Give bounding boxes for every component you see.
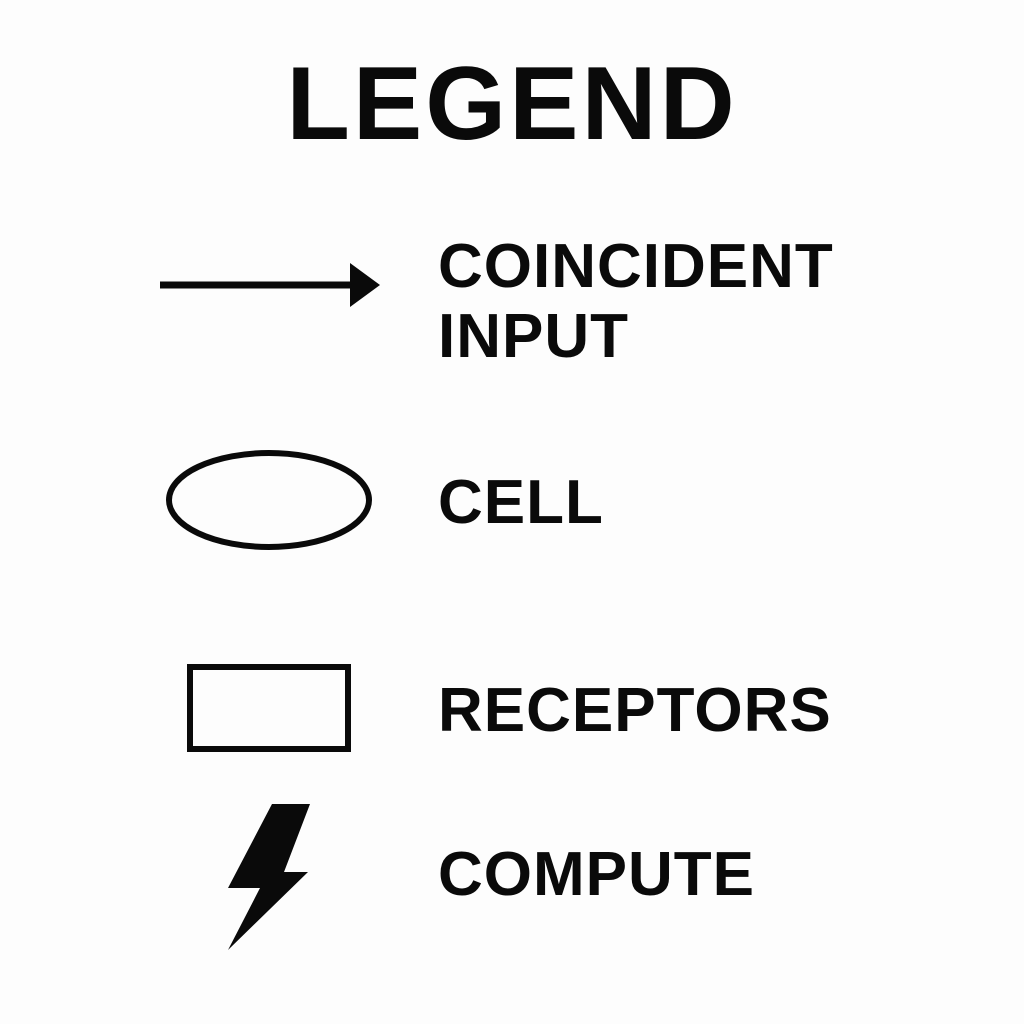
ellipse-icon xyxy=(166,450,372,550)
legend-item-compute-label: COMPUTE xyxy=(438,840,755,910)
legend-title: LEGEND xyxy=(286,46,738,162)
label-line: COMPUTE xyxy=(438,840,755,909)
arrow-right-icon xyxy=(160,263,380,307)
label-line: RECEPTORS xyxy=(438,676,832,745)
legend-item-receptors-symbol xyxy=(182,660,357,760)
legend-item-compute-symbol xyxy=(220,800,320,955)
lightning-bolt-icon xyxy=(228,804,310,950)
rectangle-icon xyxy=(187,664,351,752)
legend-item-cell-symbol xyxy=(160,445,380,555)
label-line: INPUT xyxy=(438,302,629,371)
label-line: COINCIDENT xyxy=(438,232,834,301)
legend-item-cell-label: CELL xyxy=(438,468,604,538)
legend-item-receptors-label: RECEPTORS xyxy=(438,676,832,746)
legend-item-coincident-input-label: COINCIDENT INPUT xyxy=(438,232,834,372)
label-line: CELL xyxy=(438,468,604,537)
legend-item-coincident-input-symbol xyxy=(150,255,390,315)
